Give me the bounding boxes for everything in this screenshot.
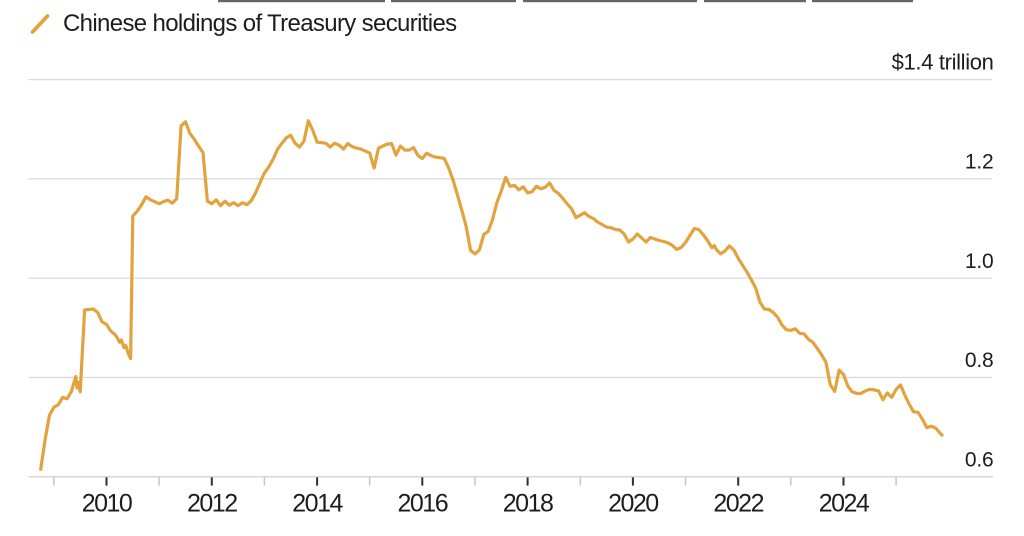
svg-text:0.8: 0.8: [965, 349, 994, 372]
svg-text:2010: 2010: [82, 490, 132, 518]
svg-text:2012: 2012: [187, 490, 237, 518]
svg-text:2022: 2022: [713, 490, 763, 518]
svg-text:2016: 2016: [397, 490, 447, 518]
svg-text:1.0: 1.0: [965, 250, 994, 273]
svg-text:$1.4 trillion: $1.4 trillion: [892, 49, 994, 74]
svg-text:2014: 2014: [292, 490, 343, 518]
svg-text:1.2: 1.2: [965, 151, 994, 174]
svg-text:0.6: 0.6: [965, 449, 994, 472]
svg-text:2020: 2020: [608, 490, 658, 518]
svg-text:2018: 2018: [503, 490, 553, 518]
svg-text:Chinese holdings of Treasury s: Chinese holdings of Treasury securities: [63, 10, 457, 37]
svg-text:2024: 2024: [819, 490, 870, 518]
